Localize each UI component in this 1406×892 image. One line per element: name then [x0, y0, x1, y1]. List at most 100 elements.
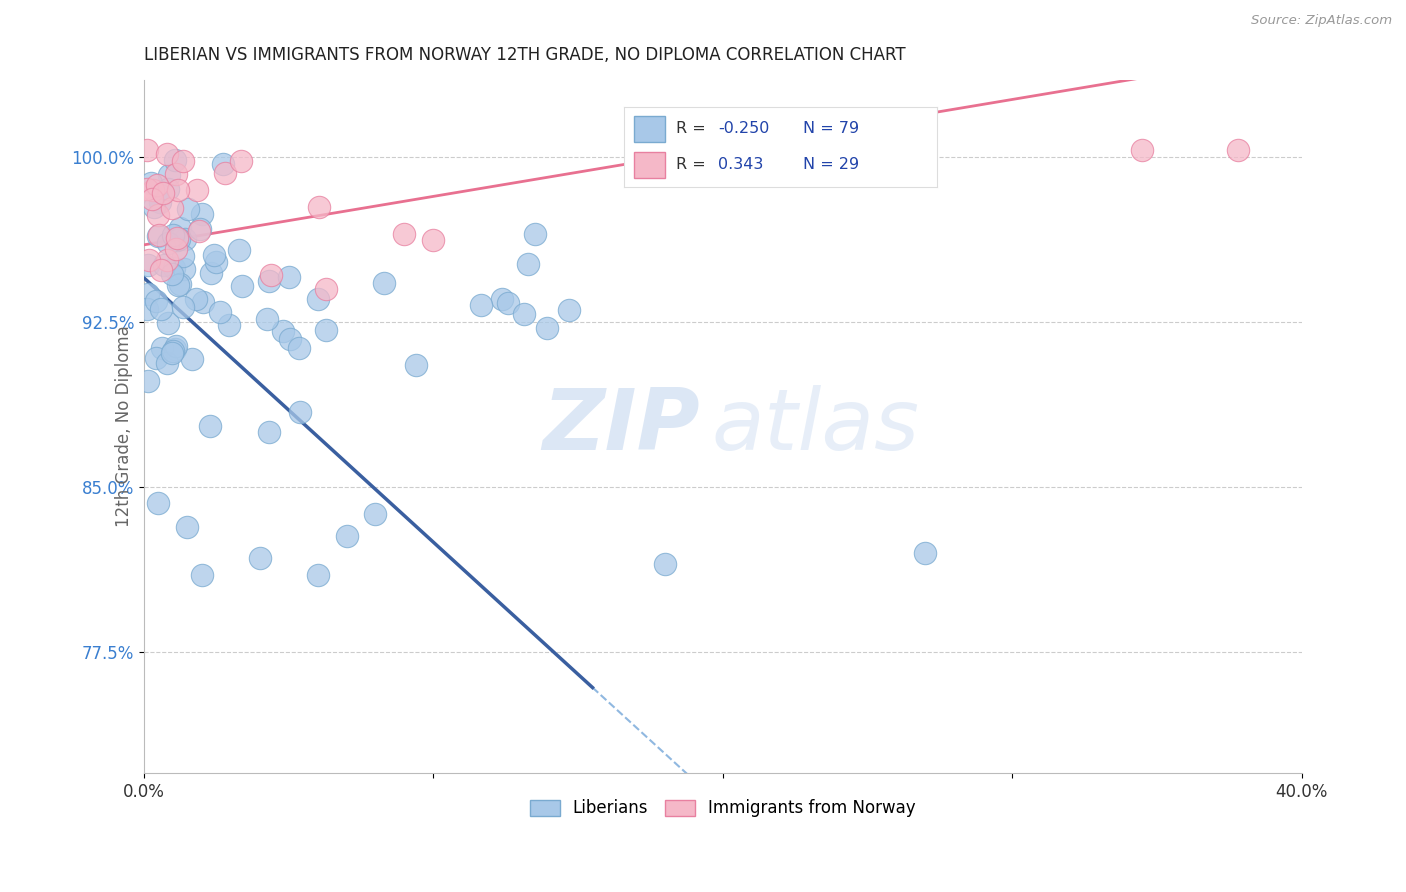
Point	[229, 153, 252, 168]
Point	[172, 153, 194, 168]
Text: LIBERIAN VS IMMIGRANTS FROM NORWAY 12TH GRADE, NO DIPLOMA CORRELATION CHART: LIBERIAN VS IMMIGRANTS FROM NORWAY 12TH …	[143, 46, 905, 64]
Point	[260, 268, 283, 283]
Point	[191, 568, 214, 582]
Point	[174, 232, 197, 246]
Point	[166, 234, 188, 248]
Point	[172, 300, 194, 314]
Point	[1132, 143, 1154, 157]
Point	[165, 339, 187, 353]
Point	[654, 558, 676, 572]
Text: ZIP: ZIP	[541, 385, 700, 468]
Point	[470, 298, 492, 312]
Point	[288, 341, 311, 355]
Point	[278, 333, 301, 347]
Y-axis label: 12th Grade, No Diploma: 12th Grade, No Diploma	[115, 326, 132, 527]
Point	[141, 177, 163, 191]
Point	[157, 182, 180, 196]
Point	[165, 153, 187, 167]
Point	[231, 279, 253, 293]
Point	[163, 260, 186, 275]
Point	[136, 374, 159, 388]
Point	[165, 243, 187, 257]
Point	[315, 323, 337, 337]
Point	[288, 404, 311, 418]
Point	[517, 257, 540, 271]
Point	[249, 550, 271, 565]
Text: atlas: atlas	[711, 385, 920, 468]
Point	[513, 307, 536, 321]
Point	[186, 293, 208, 307]
Point	[173, 262, 195, 277]
Point	[228, 243, 250, 257]
Point	[166, 278, 188, 293]
Point	[152, 259, 174, 273]
Point	[149, 195, 172, 210]
Point	[169, 221, 191, 235]
Point	[149, 302, 172, 317]
Point	[180, 352, 202, 367]
Point	[135, 144, 157, 158]
Point	[149, 262, 172, 277]
Legend: Liberians, Immigrants from Norway: Liberians, Immigrants from Norway	[523, 793, 922, 824]
Point	[172, 249, 194, 263]
Point	[422, 234, 444, 248]
Point	[135, 182, 157, 196]
Point	[278, 269, 301, 284]
Point	[257, 425, 280, 439]
Point	[218, 318, 240, 332]
Point	[148, 227, 170, 242]
Point	[162, 227, 184, 242]
Point	[256, 312, 278, 326]
Point	[156, 317, 179, 331]
Point	[150, 341, 173, 355]
Point	[186, 183, 208, 197]
Point	[145, 178, 167, 193]
Point	[315, 282, 337, 296]
Point	[148, 209, 170, 223]
Point	[405, 358, 427, 372]
Point	[156, 356, 179, 370]
Point	[193, 295, 215, 310]
Point	[145, 293, 167, 308]
Point	[145, 351, 167, 365]
Point	[160, 201, 183, 215]
Point	[177, 202, 200, 217]
Point	[491, 292, 513, 306]
Point	[165, 167, 187, 181]
Point	[364, 507, 387, 521]
Point	[558, 302, 581, 317]
Point	[148, 495, 170, 509]
Point	[188, 222, 211, 236]
Point	[205, 255, 228, 269]
Point	[211, 157, 233, 171]
Point	[157, 235, 180, 250]
Point	[1226, 143, 1249, 157]
Point	[141, 193, 163, 207]
Point	[273, 324, 295, 338]
Point	[202, 247, 225, 261]
Point	[152, 186, 174, 201]
Text: Source: ZipAtlas.com: Source: ZipAtlas.com	[1251, 14, 1392, 28]
Point	[307, 292, 329, 306]
Point	[257, 274, 280, 288]
Point	[136, 286, 159, 301]
Point	[142, 183, 165, 197]
Point	[167, 232, 190, 246]
Point	[394, 227, 416, 241]
Point	[135, 302, 157, 317]
Point	[156, 252, 179, 267]
Point	[307, 568, 329, 582]
Point	[176, 520, 198, 534]
Point	[167, 183, 190, 197]
Point	[190, 207, 212, 221]
Point	[165, 342, 187, 356]
Point	[162, 343, 184, 358]
Point	[169, 277, 191, 291]
Point	[136, 258, 159, 272]
Point	[143, 200, 166, 214]
Point	[914, 546, 936, 560]
Point	[160, 346, 183, 360]
Point	[157, 168, 180, 182]
Point	[146, 229, 169, 244]
Point	[166, 231, 188, 245]
